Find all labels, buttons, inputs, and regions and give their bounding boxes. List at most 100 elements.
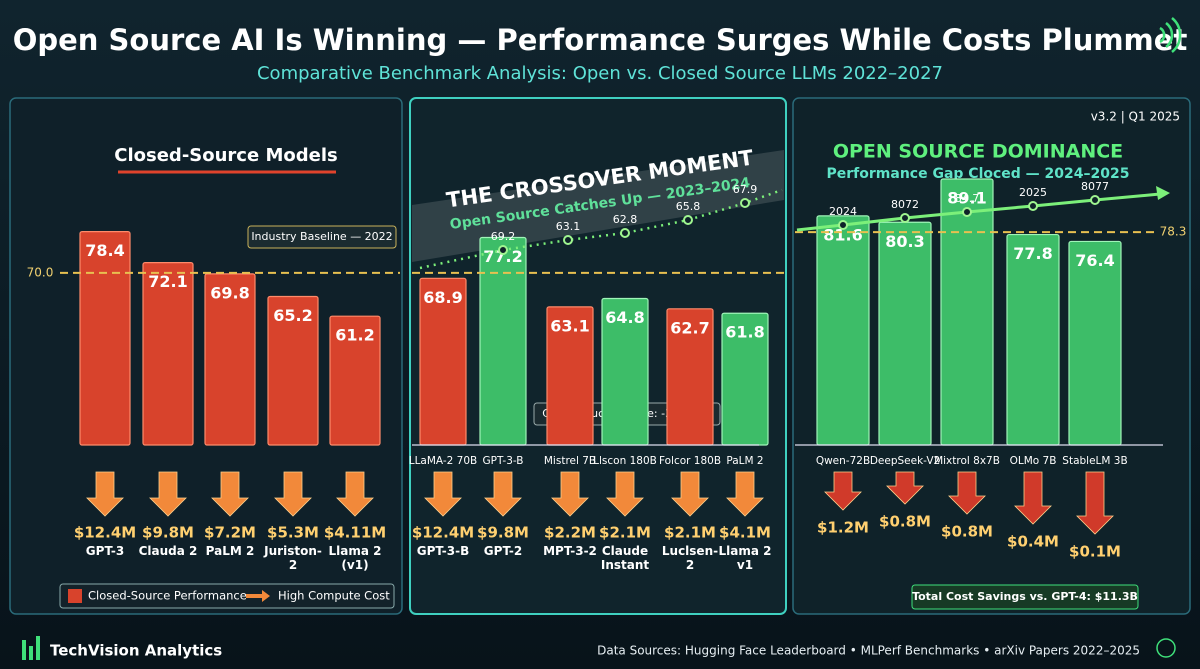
cost: $7.2M — [204, 524, 256, 542]
bar — [1068, 240, 1122, 446]
cost: $4.11M — [324, 524, 386, 542]
bar-value: 89.1 — [947, 189, 986, 208]
cost-arrow — [424, 471, 462, 517]
annotation: Total Cost Savings vs. GPT-4: $11.3B — [912, 590, 1138, 603]
bar-value: 68.9 — [423, 288, 462, 307]
bar — [940, 178, 994, 446]
legend-swatch — [68, 589, 82, 603]
cost-name: Clauda 2 — [138, 544, 198, 558]
cost-arrow — [824, 471, 862, 511]
bar-value: 65.2 — [273, 306, 312, 325]
atom-icon — [1156, 638, 1176, 658]
baseline-label: 70.0 — [27, 265, 54, 279]
x-label: PaLM 2 — [726, 455, 763, 467]
bar-value: 81.6 — [823, 225, 862, 244]
cost-arrow — [1076, 471, 1114, 535]
cost: $12.4M — [412, 524, 474, 542]
title: Open Source AI Is Winning — Performance … — [13, 23, 1188, 57]
bar-value: 69.8 — [210, 283, 249, 302]
bar — [479, 236, 527, 446]
cost-arrow — [948, 471, 986, 515]
bar — [878, 221, 932, 446]
cost: $4.1M — [719, 524, 771, 542]
x-label: DeepSeek-V2 — [870, 455, 940, 467]
bar-value: 61.2 — [335, 326, 374, 345]
cost: $0.8M — [941, 523, 993, 541]
cost-arrow — [726, 471, 764, 517]
bar — [267, 295, 319, 446]
panel-subtitle: Performance Gap Cloced — 2024–2025 — [827, 166, 1130, 182]
cost-arrow — [886, 471, 924, 505]
bar — [1006, 233, 1060, 446]
bar-value: 76.4 — [1075, 251, 1114, 270]
cost: $2.2M — [544, 524, 596, 542]
legend-label: Closed-Source Performance — [88, 589, 247, 603]
bar-value: 80.3 — [885, 232, 924, 251]
trend-point — [838, 220, 848, 230]
cost-name: Luclsen-2 — [661, 544, 719, 572]
cost-arrow — [606, 471, 644, 517]
cost: $2.1M — [599, 524, 651, 542]
annotation-box — [247, 225, 397, 249]
bar-value: 62.7 — [670, 318, 709, 337]
x-label: Mixtrol 8x7B — [934, 455, 1000, 467]
bar — [142, 261, 194, 446]
panel-title: Closed-Source Models — [114, 145, 337, 166]
trend-point — [498, 245, 508, 255]
trend-point — [962, 207, 972, 217]
cost-name: MPT-3-2 — [543, 544, 597, 558]
x-label: OLMo 7B — [1010, 455, 1057, 467]
cost: $0.1M — [1069, 543, 1121, 561]
trend-point — [1090, 195, 1100, 205]
cost-arrow — [149, 471, 187, 517]
trend-point — [740, 198, 750, 208]
panel-title: OPEN SOURCE DOMINANCE — [833, 141, 1123, 163]
x-label: GPT-3-B — [482, 455, 523, 467]
bar-value: 77.2 — [483, 247, 522, 266]
cost-name: GPT-3 — [85, 544, 125, 558]
sources: Data Sources: Hugging Face Leaderboard •… — [597, 644, 1140, 658]
legend-arrow — [246, 590, 270, 602]
x-label: Mistrel 7B — [544, 455, 596, 467]
bar-value: 77.8 — [1013, 244, 1052, 263]
cost-arrow — [1014, 471, 1052, 525]
trend-point — [620, 228, 630, 238]
subtitle: Comparative Benchmark Analysis: Open vs.… — [257, 63, 943, 84]
annotation-box — [911, 584, 1139, 610]
trend-arrowhead — [1156, 186, 1170, 200]
bar — [329, 315, 381, 446]
trend-label: 62.8 — [613, 213, 638, 226]
cost-arrow — [336, 471, 374, 517]
brand: TechVision Analytics — [50, 642, 222, 660]
cost-name: GPT-2 — [483, 544, 523, 558]
bar-value: 63.1 — [550, 316, 589, 335]
annotation: Industry Baseline — 2022 — [251, 230, 392, 243]
cost: $1.2M — [817, 519, 869, 537]
cost: $0.8M — [879, 513, 931, 531]
cost: $9.8M — [477, 524, 529, 542]
x-label: Folcor 180B — [659, 455, 721, 467]
cost: $12.4M — [74, 524, 136, 542]
cost-arrow — [274, 471, 312, 517]
bar-value: 64.8 — [605, 308, 644, 327]
cost-name: Llama 2 (v1) — [328, 544, 382, 572]
legend-label: High Compute Cost — [278, 589, 390, 603]
cost: $9.8M — [142, 524, 194, 542]
cost-name: PaLM 2 — [205, 544, 255, 558]
trend-label: 63.1 — [556, 220, 581, 233]
trend-label: 2025 — [1019, 186, 1047, 199]
bar-value: 61.8 — [725, 323, 764, 342]
trend-label: 84.7 — [955, 192, 980, 205]
legend-box — [59, 583, 395, 609]
x-label: StableLM 3B — [1062, 455, 1127, 467]
trend-label: 2024 — [829, 205, 857, 218]
version: v3.2 | Q1 2025 — [1091, 110, 1180, 124]
cost-arrow — [671, 471, 709, 517]
cost: $0.4M — [1007, 533, 1059, 551]
trend-point — [1028, 201, 1038, 211]
bar-value: 72.1 — [148, 272, 187, 291]
x-label: LLaMA-2 70B — [409, 455, 478, 467]
trend-label: 8072 — [891, 198, 919, 211]
bar-value: 78.4 — [85, 241, 124, 260]
